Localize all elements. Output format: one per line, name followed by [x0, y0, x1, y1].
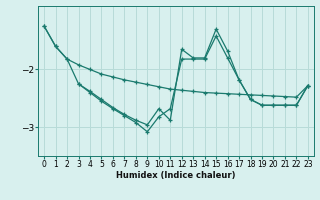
X-axis label: Humidex (Indice chaleur): Humidex (Indice chaleur) [116, 171, 236, 180]
